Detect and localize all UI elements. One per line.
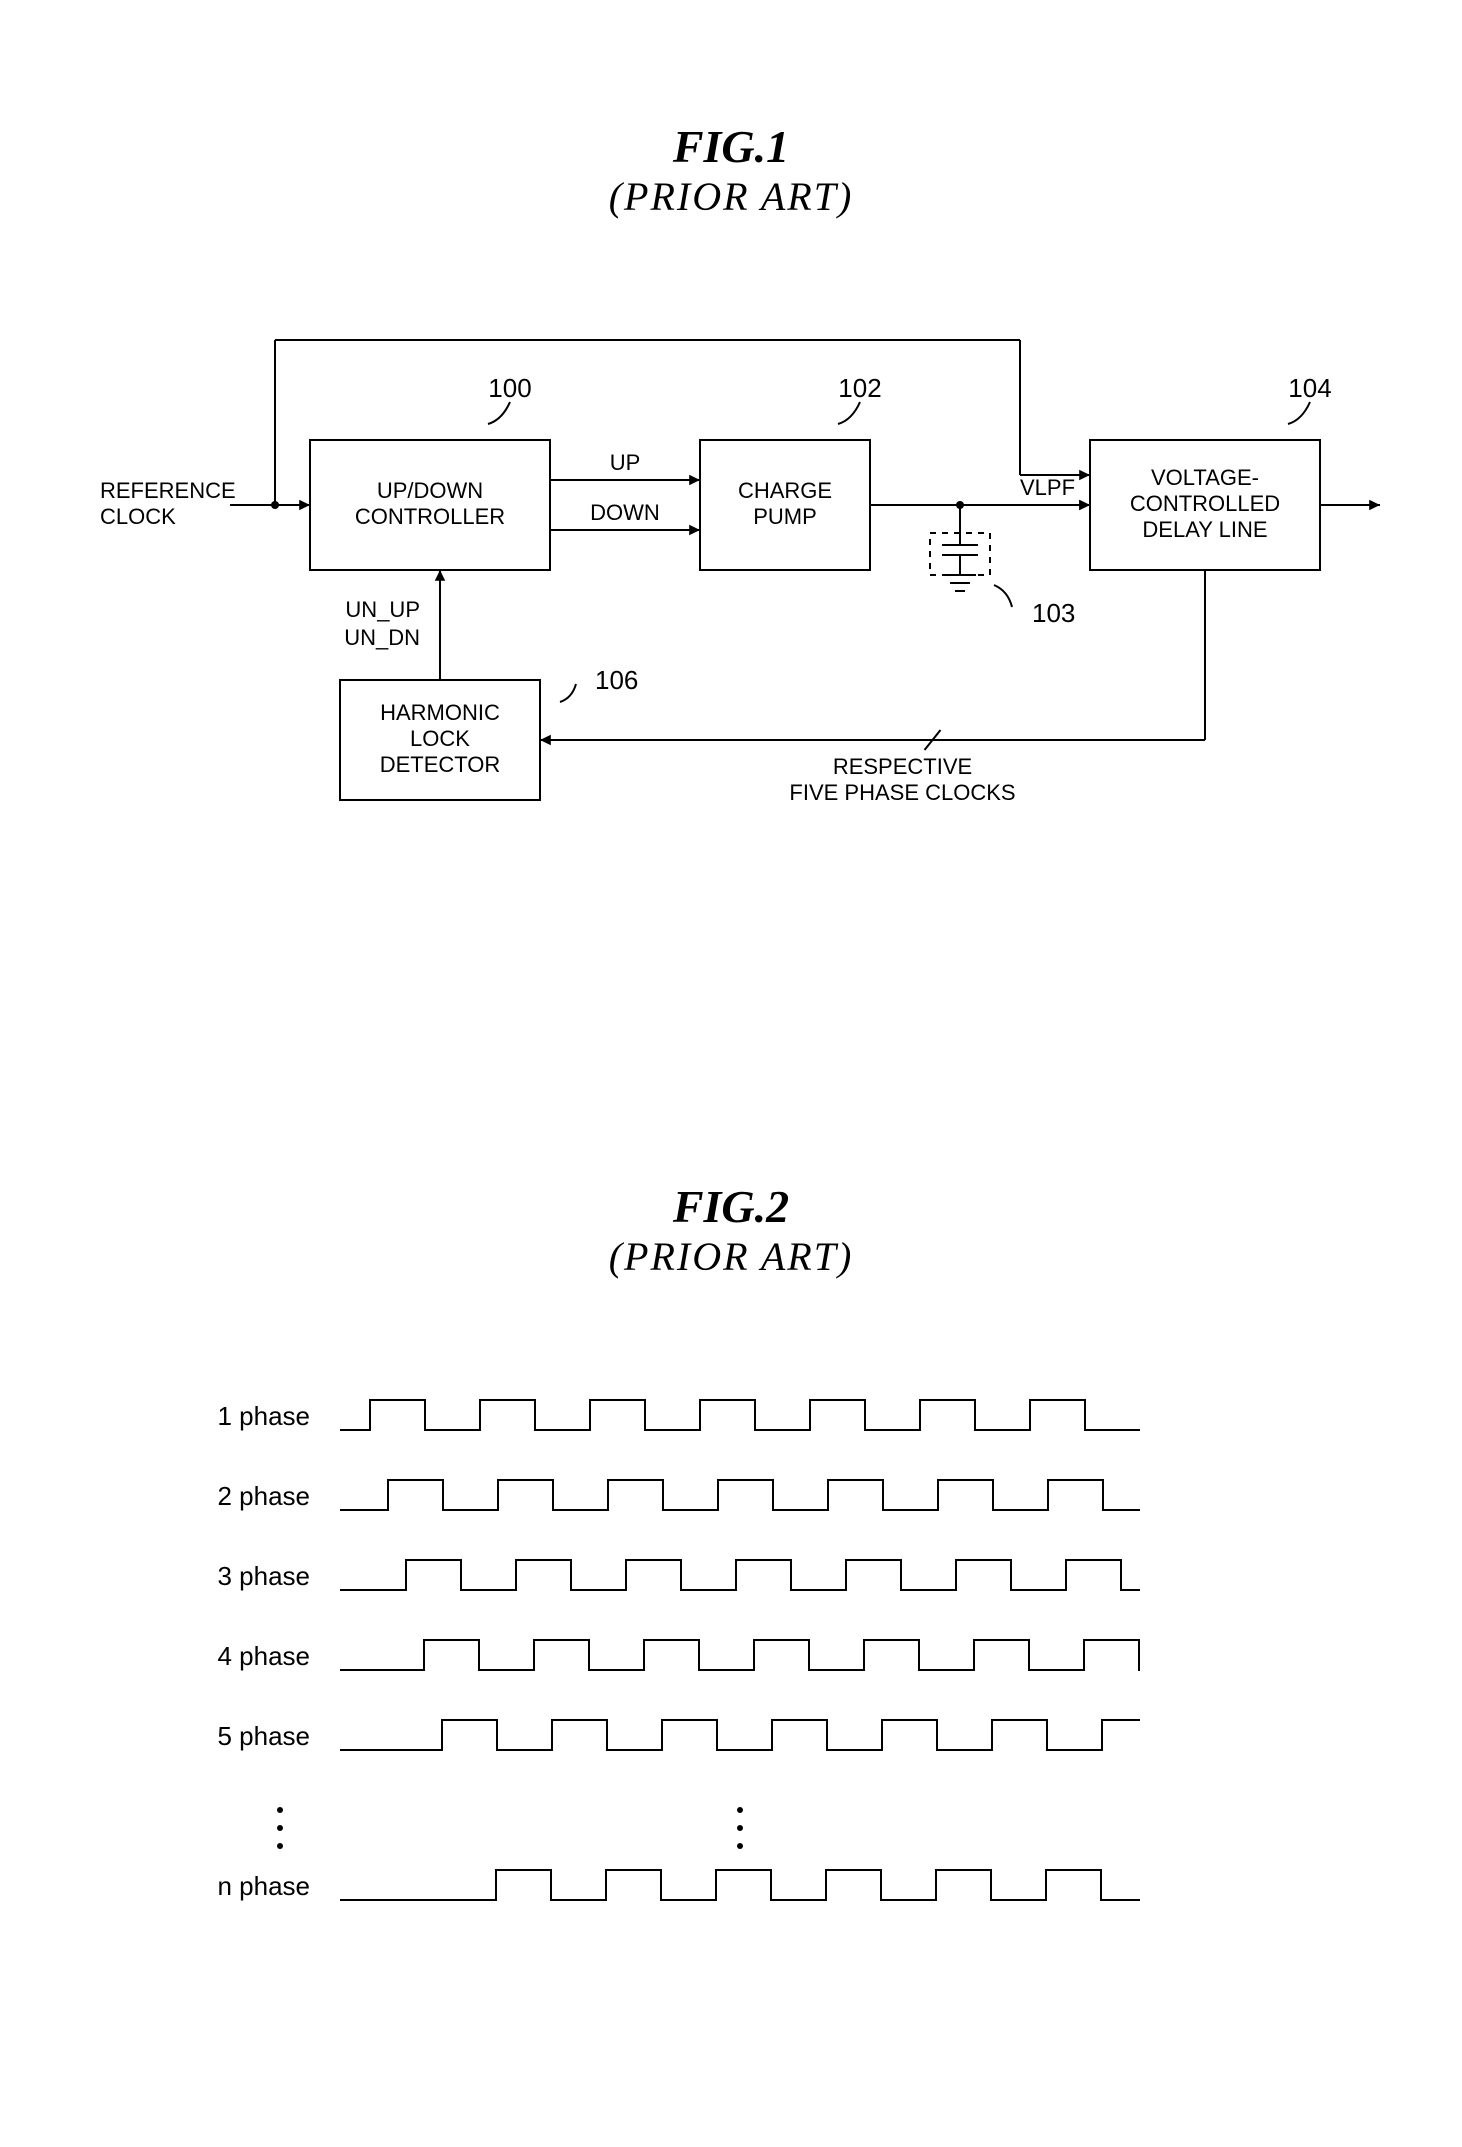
svg-text:CONTROLLED: CONTROLLED	[1130, 491, 1280, 516]
svg-text:REFERENCE: REFERENCE	[100, 478, 236, 503]
svg-text:UN_UP: UN_UP	[345, 597, 420, 622]
svg-text:FIVE PHASE CLOCKS: FIVE PHASE CLOCKS	[789, 780, 1015, 805]
svg-text:UN_DN: UN_DN	[344, 625, 420, 650]
svg-text:5 phase: 5 phase	[217, 1721, 310, 1751]
fig2-subtitle: (PRIOR ART)	[0, 1233, 1462, 1280]
svg-text:102: 102	[838, 373, 881, 403]
svg-text:n phase: n phase	[217, 1871, 310, 1901]
svg-text:VLPF: VLPF	[1020, 475, 1075, 500]
fig2-title: FIG.2	[0, 1180, 1462, 1233]
svg-text:UP: UP	[610, 450, 641, 475]
svg-text:1 phase: 1 phase	[217, 1401, 310, 1431]
svg-text:CLOCK: CLOCK	[100, 504, 176, 529]
svg-text:CHARGE: CHARGE	[738, 478, 832, 503]
svg-text:HARMONIC: HARMONIC	[380, 700, 500, 725]
svg-text:UP/DOWN: UP/DOWN	[377, 478, 483, 503]
svg-text:100: 100	[488, 373, 531, 403]
svg-text:3 phase: 3 phase	[217, 1561, 310, 1591]
svg-text:DELAY LINE: DELAY LINE	[1142, 517, 1267, 542]
fig2-svg: 1 phase 2 phase 3 phase 4 phase 5 phase n pha…	[180, 1370, 1280, 2020]
svg-text:DETECTOR: DETECTOR	[380, 752, 501, 777]
svg-text:103: 103	[1032, 598, 1075, 628]
svg-text:104: 104	[1288, 373, 1331, 403]
svg-text:CONTROLLER: CONTROLLER	[355, 504, 505, 529]
svg-text:DOWN: DOWN	[590, 500, 660, 525]
fig1-title: FIG.1	[0, 120, 1462, 173]
svg-text:PUMP: PUMP	[753, 504, 817, 529]
fig2-diagram: 1 phase 2 phase 3 phase 4 phase 5 phase n pha…	[180, 1370, 1280, 2025]
svg-text:2 phase: 2 phase	[217, 1481, 310, 1511]
fig1-subtitle: (PRIOR ART)	[0, 173, 1462, 220]
fig1-diagram: UP/DOWNCONTROLLER CHARGEPUMP VOLTAGE-CONTR…	[80, 310, 1400, 875]
svg-text:LOCK: LOCK	[410, 726, 470, 751]
fig1-title-block: FIG.1 (PRIOR ART)	[0, 120, 1462, 260]
page: FIG.1 (PRIOR ART) UP/DOWNCONTROLLER CHARG…	[0, 0, 1462, 2147]
svg-text:106: 106	[595, 665, 638, 695]
svg-text:4 phase: 4 phase	[217, 1641, 310, 1671]
svg-text:RESPECTIVE: RESPECTIVE	[833, 754, 972, 779]
svg-text:VOLTAGE-: VOLTAGE-	[1151, 465, 1259, 490]
fig2-title-block: FIG.2 (PRIOR ART)	[0, 1180, 1462, 1320]
fig1-svg: UP/DOWNCONTROLLER CHARGEPUMP VOLTAGE-CONTR…	[80, 310, 1400, 870]
